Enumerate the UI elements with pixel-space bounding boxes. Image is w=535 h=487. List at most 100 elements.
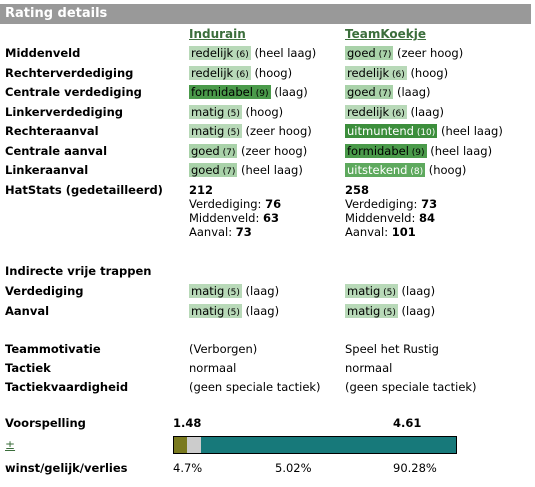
- rating-subtext: (laag): [245, 303, 280, 318]
- rating-badge: formidabel (9): [345, 143, 427, 158]
- rating-word: matig: [347, 284, 381, 298]
- prediction-row: Voorspelling 1.48 4.61: [0, 416, 535, 435]
- hatstats-def-label: Verdediging:: [345, 197, 418, 211]
- team-info-label: Tactiek: [5, 361, 51, 375]
- home-rating: goed (7) (zeer hoog): [189, 143, 308, 158]
- rating-word: goed: [347, 85, 376, 99]
- rating-row: Middenveld redelijk (6) (heel laag) goed (…: [0, 46, 535, 65]
- hatstats-home-att: 73: [235, 225, 252, 239]
- rating-level: (5): [224, 128, 240, 138]
- hatstats-mid-label: Middenveld:: [345, 211, 416, 225]
- team-info-home: (Verborgen): [189, 342, 258, 356]
- rating-level: (10): [413, 128, 436, 138]
- home-rating: formidabel (9) (laag): [189, 85, 308, 99]
- prediction-away: 4.61: [393, 416, 422, 430]
- hatstats-att-label: Aanval:: [345, 225, 389, 239]
- rating-word: formidabel: [191, 85, 253, 99]
- rating-row: Aanval matig (5) (laag) matig (5) (laag): [0, 303, 535, 323]
- rating-label: Middenveld: [5, 46, 81, 60]
- team-info-label: Teammotivatie: [5, 342, 101, 356]
- rating-level: (6): [233, 50, 249, 60]
- rating-label: Rechterverdediging: [5, 65, 134, 80]
- rating-subtext: (zeer hoog): [245, 124, 312, 138]
- rating-badge: goed (7): [189, 163, 238, 177]
- rating-word: redelijk: [347, 104, 390, 119]
- prediction-bar-draw: [187, 437, 202, 453]
- rating-label: Centrale aanval: [5, 143, 108, 158]
- rating-word: matig: [191, 303, 225, 318]
- away-rating: formidabel (9) (heel laag): [345, 143, 492, 158]
- rating-badge: redelijk (6): [345, 65, 407, 80]
- rating-badge: redelijk (6): [345, 104, 407, 119]
- rating-subtext: (hoog): [410, 65, 449, 80]
- away-rating: goed (7) (laag): [345, 85, 431, 99]
- rating-word: uitstekend: [347, 163, 408, 177]
- away-rating: matig (5) (laag): [345, 284, 435, 298]
- rating-subtext: (laag): [401, 284, 436, 298]
- rating-subtext: (zeer hoog): [396, 46, 464, 60]
- rating-subtext: (laag): [396, 85, 431, 99]
- rating-level: (7): [219, 167, 236, 177]
- rating-badge: uitstekend (8): [345, 163, 426, 177]
- away-rating: uitstekend (8) (hoog): [345, 163, 466, 177]
- rating-details-header: Rating details: [0, 4, 531, 24]
- rating-level: (9): [408, 147, 425, 158]
- rating-word: matig: [191, 284, 225, 298]
- rating-row: Verdediging matig (5) (laag) matig (5) (la…: [0, 284, 535, 303]
- away-team-link[interactable]: TeamKoekje: [345, 27, 427, 41]
- rating-subtext: (laag): [410, 104, 444, 119]
- rating-badge: matig (5): [189, 303, 242, 318]
- home-team-link[interactable]: Indurain: [189, 27, 246, 41]
- prediction-bar: [173, 436, 457, 454]
- rating-level: (5): [224, 288, 240, 298]
- rating-word: matig: [191, 124, 225, 138]
- rating-subtext: (laag): [274, 85, 308, 99]
- hatstats-home-def: 76: [265, 197, 282, 211]
- team-info-label: Tactiekvaardigheid: [5, 380, 129, 394]
- hatstats-away-att: 101: [391, 225, 416, 239]
- hatstats-home: 212 Verdediging: 76 Middenveld: 63 Aanva…: [189, 183, 281, 239]
- rating-badge: redelijk (6): [189, 46, 251, 60]
- rating-level: (5): [224, 108, 240, 119]
- rating-word: uitmuntend: [347, 124, 414, 138]
- rating-subtext: (zeer hoog): [240, 143, 308, 158]
- rating-badge: matig (5): [189, 104, 242, 119]
- rating-badge: goed (7): [345, 85, 394, 99]
- away-rating: redelijk (6) (hoog): [345, 65, 449, 80]
- rating-badge: uitmuntend (10): [345, 124, 438, 138]
- home-rating: matig (5) (hoog): [189, 104, 284, 119]
- toggle-deviation-link[interactable]: ±: [5, 438, 16, 452]
- rating-level: (7): [375, 50, 392, 60]
- prediction-bar-loss: [201, 437, 456, 453]
- wdl-row: winst/gelijk/verlies 4.7% 5.02% 90.28%: [0, 461, 535, 480]
- loss-percentage: 90.28%: [393, 461, 437, 475]
- rating-level: (5): [380, 288, 396, 298]
- home-rating: matig (5) (zeer hoog): [189, 124, 312, 138]
- rating-level: (7): [219, 147, 236, 158]
- rating-row: Rechterverdediging redelijk (6) (hoog) red…: [0, 65, 535, 85]
- hatstats-away-total: 258: [345, 183, 370, 197]
- rating-subtext: (hoog): [245, 104, 284, 119]
- prediction-label: Voorspelling: [5, 416, 86, 430]
- rating-level: (6): [389, 108, 405, 119]
- rating-badge: goed (7): [345, 46, 394, 60]
- rating-badge: redelijk (6): [189, 65, 251, 80]
- rating-row: Linkeraanval goed (7) (heel laag) uitsteke…: [0, 163, 535, 182]
- rating-subtext: (heel laag): [440, 124, 503, 138]
- rating-subtext: (heel laag): [254, 46, 317, 60]
- rating-subtext: (heel laag): [240, 163, 303, 177]
- rating-level: (5): [380, 307, 396, 318]
- rating-label: Linkeraanval: [5, 163, 89, 177]
- rating-level: (5): [224, 307, 240, 318]
- team-info-row: Tactiek normaal normaal: [0, 361, 535, 380]
- rating-word: matig: [347, 303, 381, 318]
- away-rating: goed (7) (zeer hoog): [345, 46, 463, 60]
- rating-label: Verdediging: [5, 284, 84, 298]
- hatstats-mid-label: Middenveld:: [189, 211, 260, 225]
- rating-row: Centrale aanval goed (7) (zeer hoog) formi…: [0, 143, 535, 163]
- rating-word: redelijk: [191, 65, 234, 80]
- hatstats-away: 258 Verdediging: 73 Middenveld: 84 Aanva…: [345, 183, 437, 239]
- wdl-label: winst/gelijk/verlies: [5, 461, 128, 475]
- away-rating: uitmuntend (10) (heel laag): [345, 124, 503, 138]
- rating-label: Aanval: [5, 303, 50, 318]
